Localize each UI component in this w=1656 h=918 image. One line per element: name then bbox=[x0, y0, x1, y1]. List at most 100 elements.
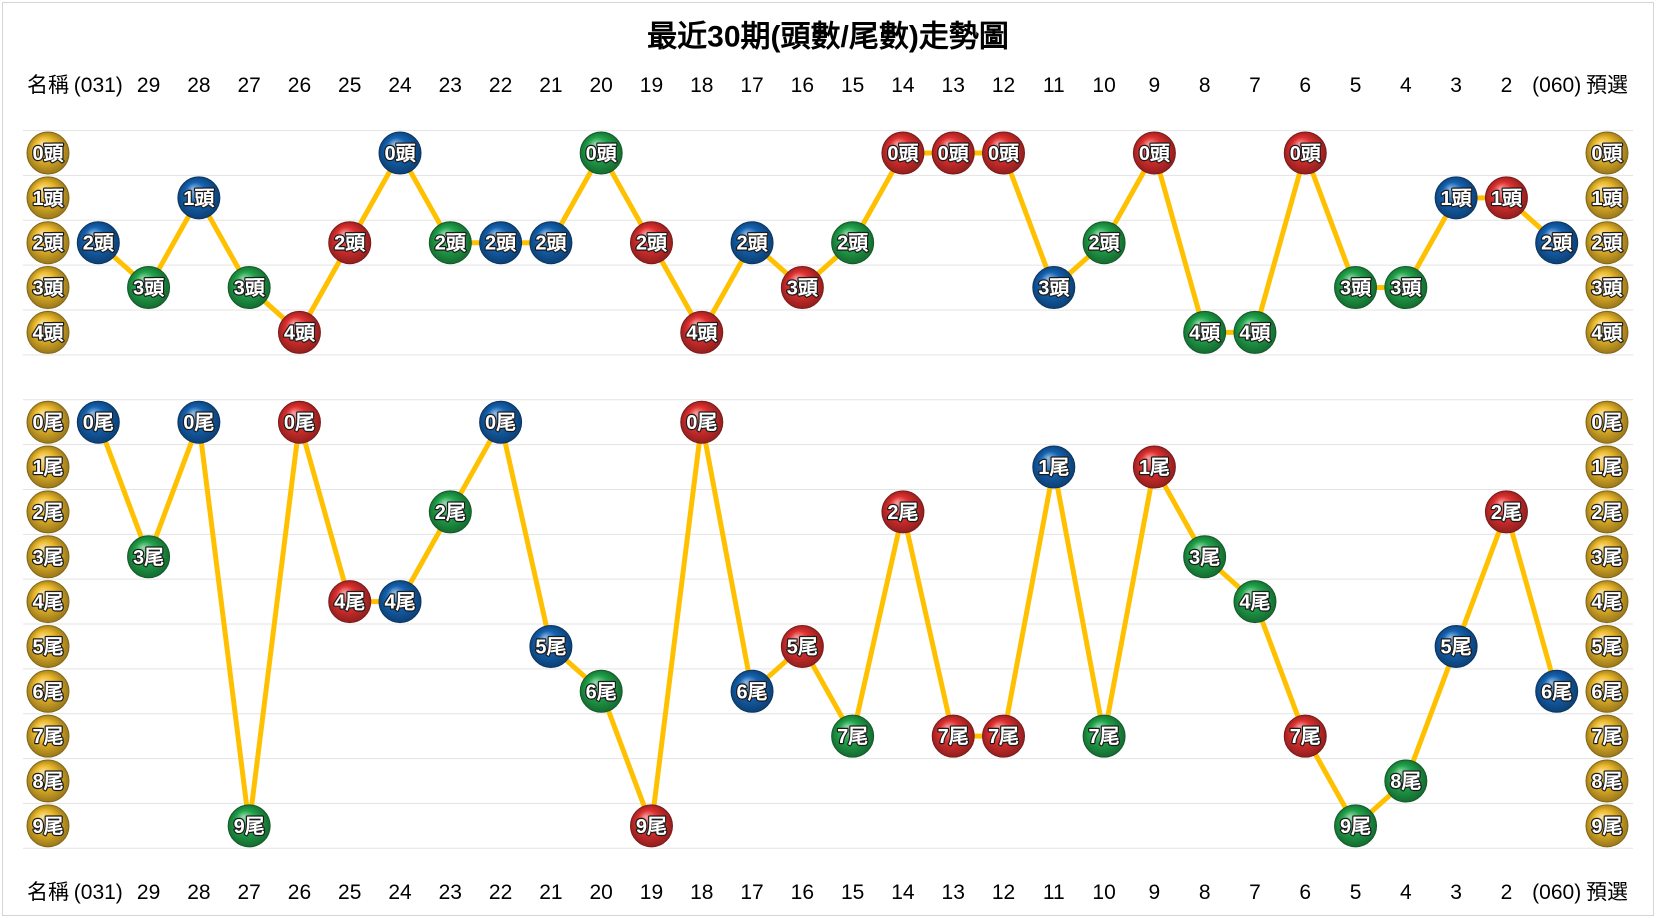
header-category-label: 6 bbox=[1299, 74, 1311, 97]
tail-level-ball-left: 9尾 bbox=[26, 804, 70, 848]
tail-ball-circle bbox=[1334, 804, 1378, 848]
tail-ball: 6尾 bbox=[730, 669, 774, 713]
tail-ball-circle bbox=[378, 580, 422, 624]
head-ball: 3頭 bbox=[227, 266, 271, 310]
tail-level-ball-left-circle bbox=[26, 669, 70, 713]
head-ball: 4頭 bbox=[1183, 310, 1227, 354]
tail-ball-label: 2尾 bbox=[435, 502, 466, 524]
tail-level-ball-right-label: 4尾 bbox=[1591, 592, 1622, 614]
tail-level-ball-left: 0尾 bbox=[26, 400, 70, 444]
tail-ball-circle bbox=[1082, 714, 1126, 758]
tail-ball-label: 8尾 bbox=[1390, 771, 1421, 793]
head-level-ball-right-label: 2頭 bbox=[1591, 233, 1623, 255]
header-category-label: 28 bbox=[187, 74, 210, 97]
head-ball-circle bbox=[177, 176, 221, 220]
head-data-balls: 2頭 3頭 1頭 3頭 4頭 2頭 0頭 2頭 2頭 2頭 0頭 2頭 4頭 2頭 3頭 2頭 0頭 0頭 0頭 3頭… bbox=[76, 131, 1579, 354]
head-level-ball-left-circle bbox=[26, 310, 70, 354]
head-ball-label: 2頭 bbox=[837, 233, 869, 255]
tail-level-ball-left-label: 0尾 bbox=[32, 412, 63, 434]
header-category-label: 2 bbox=[1501, 74, 1513, 97]
head-level-ball-right-circle bbox=[1585, 131, 1629, 175]
head-ball: 1頭 bbox=[177, 176, 221, 220]
head-ball-circle bbox=[1233, 310, 1277, 354]
head-ball-label: 3頭 bbox=[1390, 278, 1422, 300]
head-ball-label: 1頭 bbox=[183, 188, 215, 210]
head-level-ball-right: 4頭 bbox=[1585, 310, 1629, 354]
header-category-label: 12 bbox=[992, 74, 1015, 97]
tail-ball-circle bbox=[982, 714, 1026, 758]
head-level-ball-right-label: 4頭 bbox=[1591, 322, 1623, 344]
head-level-ball-left: 3頭 bbox=[26, 266, 70, 310]
head-ball-circle bbox=[127, 266, 171, 310]
footer-category-label: 15 bbox=[841, 881, 864, 904]
head-ball-label: 2頭 bbox=[435, 233, 467, 255]
head-level-ball-right: 1頭 bbox=[1585, 176, 1629, 220]
head-ball-label: 4頭 bbox=[1239, 322, 1271, 344]
tail-ball: 0尾 bbox=[277, 400, 321, 444]
tail-ball-label: 9尾 bbox=[234, 816, 265, 838]
tail-level-ball-right-circle bbox=[1585, 400, 1629, 444]
footer-category-label: 12 bbox=[992, 881, 1015, 904]
tail-level-ball-left-label: 3尾 bbox=[32, 547, 63, 569]
tail-ball-circle bbox=[1183, 535, 1227, 579]
footer-category-label: 20 bbox=[590, 881, 613, 904]
tail-ball-circle bbox=[76, 400, 120, 444]
header-category-label: 29 bbox=[137, 74, 160, 97]
tail-ball: 0尾 bbox=[680, 400, 724, 444]
tail-level-ball-right-label: 9尾 bbox=[1591, 816, 1622, 838]
tail-gridlines bbox=[23, 399, 1633, 849]
head-level-ball-right: 3頭 bbox=[1585, 266, 1629, 310]
footer-category-label: 28 bbox=[187, 881, 210, 904]
head-ball: 0頭 bbox=[579, 131, 623, 175]
tail-level-ball-right-circle bbox=[1585, 535, 1629, 579]
head-ball: 2頭 bbox=[1535, 221, 1579, 265]
header-category-label: 16 bbox=[791, 74, 814, 97]
tail-ball-circle bbox=[1132, 445, 1176, 489]
head-level-ball-left: 2頭 bbox=[26, 221, 70, 265]
footer-category-label: 5 bbox=[1350, 881, 1362, 904]
tail-level-ball-right-circle bbox=[1585, 669, 1629, 713]
head-ball-label: 0頭 bbox=[938, 143, 970, 165]
tail-level-ball-right-label: 0尾 bbox=[1591, 412, 1622, 434]
tail-level-ball-right: 0尾 bbox=[1585, 400, 1629, 444]
footer-category-label: 11 bbox=[1043, 881, 1065, 904]
tail-ball-label: 0尾 bbox=[485, 412, 516, 434]
tail-level-ball-left-circle bbox=[26, 580, 70, 624]
head-ball: 2頭 bbox=[428, 221, 472, 265]
head-ball-circle bbox=[1384, 266, 1428, 310]
head-ball-label: 3頭 bbox=[234, 278, 266, 300]
head-ball-circle bbox=[1132, 131, 1176, 175]
head-level-ball-left-circle bbox=[26, 221, 70, 265]
head-ball-circle bbox=[328, 221, 372, 265]
tail-level-ball-left-circle bbox=[26, 714, 70, 758]
tail-ball-circle bbox=[479, 400, 523, 444]
head-level-ball-right-label: 1頭 bbox=[1591, 188, 1623, 210]
tail-level-ball-left-circle bbox=[26, 535, 70, 579]
head-ball-label: 2頭 bbox=[736, 233, 768, 255]
tail-level-ball-right-label: 5尾 bbox=[1591, 636, 1622, 658]
footer-category-label: 25 bbox=[338, 881, 361, 904]
tail-ball-circle bbox=[1233, 580, 1277, 624]
head-level-ball-left: 0頭 bbox=[26, 131, 70, 175]
tail-level-ball-left-label: 6尾 bbox=[32, 681, 63, 703]
footer-preselect-label: 預選 bbox=[1586, 881, 1628, 904]
head-ball-label: 3頭 bbox=[787, 278, 819, 300]
tail-ball: 7尾 bbox=[931, 714, 975, 758]
tail-ball: 2尾 bbox=[428, 490, 472, 534]
head-ball: 0頭 bbox=[982, 131, 1026, 175]
tail-ball: 7尾 bbox=[1283, 714, 1327, 758]
tail-level-ball-right-circle bbox=[1585, 445, 1629, 489]
tail-level-ball-right-label: 7尾 bbox=[1591, 726, 1622, 748]
head-ball-circle bbox=[1183, 310, 1227, 354]
head-ball-label: 1頭 bbox=[1441, 188, 1473, 210]
tail-ball: 7尾 bbox=[982, 714, 1026, 758]
footer-category-label: 29 bbox=[137, 881, 160, 904]
header-category-label: 10 bbox=[1092, 74, 1115, 97]
head-level-balls: 0頭 0頭 1頭 1頭 2頭 2頭 3頭 3頭 4頭 4頭 bbox=[26, 131, 1629, 354]
tail-ball-circle bbox=[227, 804, 271, 848]
head-ball: 2頭 bbox=[831, 221, 875, 265]
tail-ball: 3尾 bbox=[1183, 535, 1227, 579]
tail-level-ball-right-label: 6尾 bbox=[1591, 681, 1622, 703]
header-category-label: 13 bbox=[942, 74, 965, 97]
header-category-label: 19 bbox=[640, 74, 663, 97]
